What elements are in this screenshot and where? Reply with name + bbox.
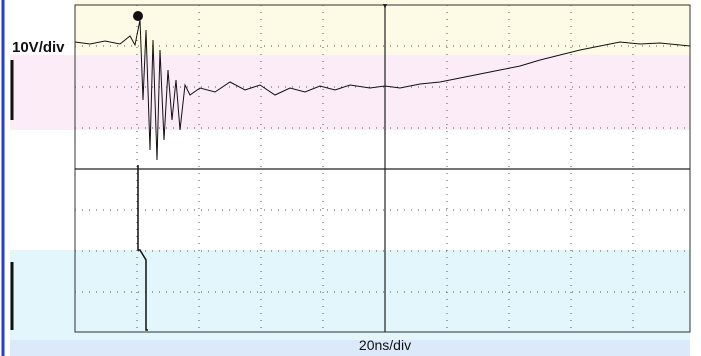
timebase: 20ns/div (359, 337, 411, 353)
channel-scale: 10V/div (12, 39, 65, 56)
status-bar (10, 340, 690, 356)
band-pink (10, 55, 690, 130)
scope-screen: 10V/div 20ns/div (0, 0, 701, 356)
page: 10V/div 20ns/div (() => { const data = J… (0, 0, 701, 356)
trigger-point-marker (133, 11, 143, 21)
band-cyan (10, 250, 690, 340)
